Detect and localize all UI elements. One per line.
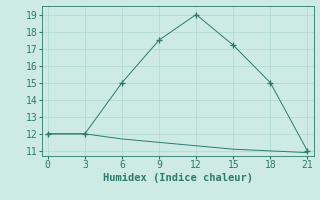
X-axis label: Humidex (Indice chaleur): Humidex (Indice chaleur) xyxy=(103,173,252,183)
